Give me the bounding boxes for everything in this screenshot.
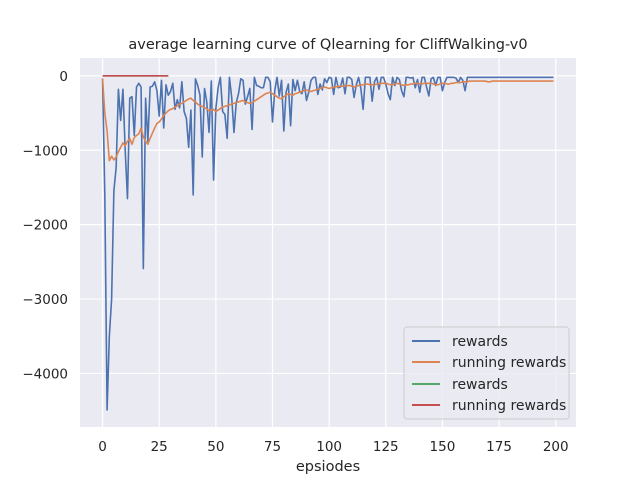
x-tick-label: 100 [316, 439, 342, 455]
chart-title: average learning curve of Qlearning for … [128, 37, 527, 53]
legend-label-running-rewards-red: running rewards [452, 398, 566, 414]
legend-label-running-rewards-orange: running rewards [452, 355, 566, 371]
y-tick-label: −1000 [22, 143, 68, 159]
series-line-running-rewards-orange [101, 78, 554, 162]
legend: rewards running rewards rewards running … [403, 326, 570, 420]
x-tick-label: 150 [430, 439, 456, 455]
y-tick-label: −2000 [22, 218, 68, 234]
x-tick-label: 200 [543, 439, 569, 455]
x-tick-label: 50 [207, 439, 224, 455]
x-tick-label: 25 [151, 439, 168, 455]
x-tick-label: 0 [98, 439, 107, 455]
y-tick-label: 0 [59, 69, 68, 85]
series-line-rewards-blue [101, 76, 554, 411]
x-axis-ticks: 0 25 50 75 100 125 150 175 200 [98, 439, 568, 455]
x-tick-label: 175 [486, 439, 512, 455]
x-tick-label: 125 [373, 439, 399, 455]
x-tick-label: 75 [264, 439, 281, 455]
x-axis-label: epsiodes [296, 459, 360, 475]
legend-label-rewards-blue: rewards [452, 334, 508, 350]
legend-label-rewards-green: rewards [452, 377, 508, 393]
series-layer [101, 75, 554, 411]
y-tick-label: −3000 [22, 292, 68, 308]
y-axis-ticks: 0 −1000 −2000 −3000 −4000 [22, 69, 68, 383]
legend-box [403, 326, 570, 420]
y-tick-label: −4000 [22, 366, 68, 382]
